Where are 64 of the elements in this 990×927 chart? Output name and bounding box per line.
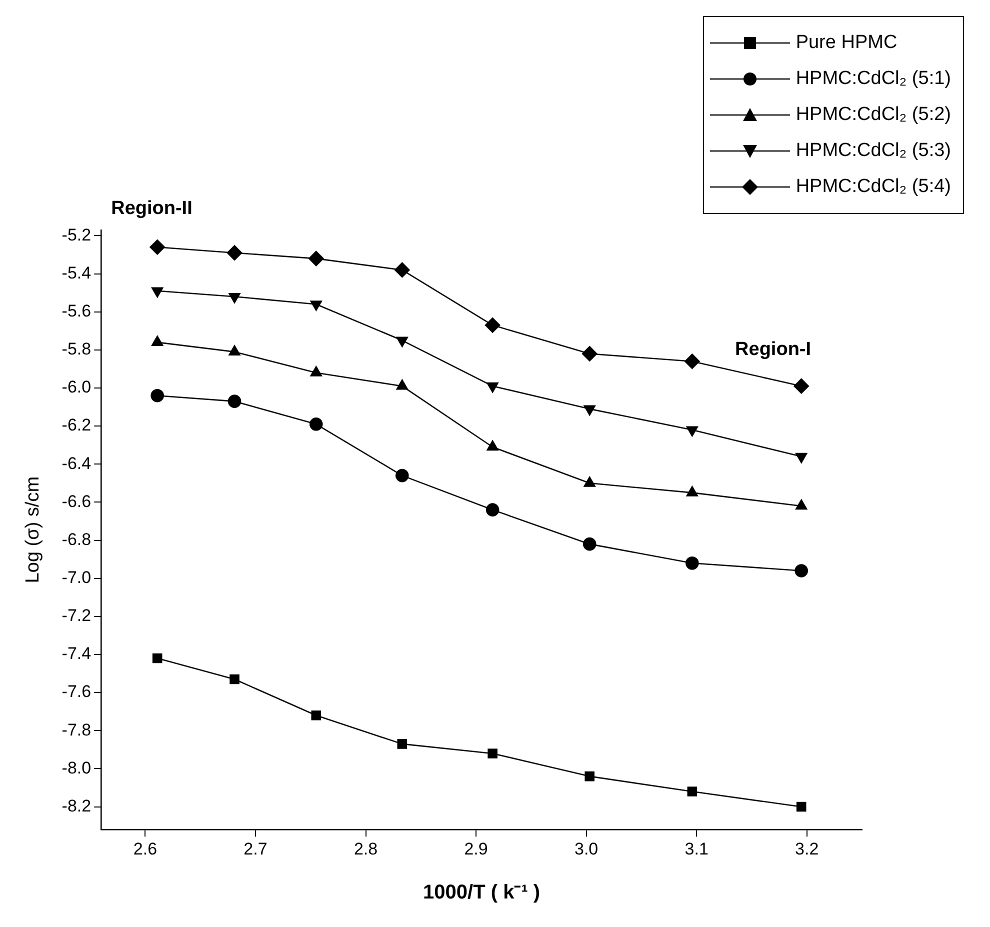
point — [310, 366, 322, 376]
y-tick-label: -5.8 — [62, 340, 92, 359]
point — [309, 418, 323, 431]
point — [397, 739, 408, 749]
y-tick-label: -7.4 — [62, 644, 92, 664]
x-tick-label: 2.7 — [244, 839, 268, 858]
legend-label: HPMC:CdCl₂ (5:3) — [796, 140, 951, 162]
point — [796, 802, 806, 812]
point — [686, 486, 698, 496]
point — [582, 537, 596, 551]
y-tick-label: -7.0 — [62, 568, 92, 588]
point — [484, 318, 500, 333]
point — [151, 336, 164, 346]
point — [796, 499, 808, 510]
point — [488, 748, 498, 758]
point — [226, 245, 242, 260]
point — [230, 674, 240, 684]
point — [396, 379, 408, 390]
y-tick-label: -6.8 — [62, 530, 92, 549]
y-tick-label: -6.4 — [62, 454, 92, 473]
point — [794, 564, 808, 578]
point — [308, 250, 324, 266]
x-axis-title: 1000/T ( k⁻¹ ) — [423, 882, 540, 904]
y-tick-label: -6.6 — [62, 492, 92, 511]
point — [584, 476, 596, 487]
y-tick-label: -7.6 — [62, 682, 92, 702]
point — [687, 786, 698, 796]
y-tick-label: -5.2 — [62, 225, 92, 244]
legend-label: HPMC:CdCl₂ (5:2) — [796, 104, 951, 126]
x-tick-label: 2.9 — [464, 839, 488, 858]
point — [686, 556, 699, 570]
y-tick-label: -8.0 — [62, 758, 92, 778]
point — [311, 710, 322, 720]
annotation: Region-I — [735, 339, 812, 360]
point — [486, 503, 500, 516]
y-axis-title: Log (σ) s/cm — [22, 476, 44, 584]
y-tick-label: -6.2 — [62, 416, 92, 435]
y-tick-label: -6.0 — [62, 378, 92, 397]
y-tick-label: -5.4 — [62, 263, 92, 282]
point — [396, 468, 409, 482]
text: Region-II — [111, 198, 192, 220]
point — [794, 378, 809, 394]
legend-label: HPMC:CdCl₂ (5:1) — [796, 68, 951, 90]
point — [486, 440, 498, 451]
point — [684, 354, 700, 369]
y-tick-label: -5.6 — [62, 302, 92, 321]
x-tick-label: 3.0 — [574, 839, 598, 858]
legend-label: HPMC:CdCl₂ (5:4) — [796, 176, 951, 198]
point — [584, 771, 595, 782]
x-tick-label: 2.6 — [133, 839, 158, 858]
x-tick-label: 2.8 — [354, 839, 378, 858]
y-tick-label: -8.2 — [62, 796, 92, 816]
x-tick-label: 3.2 — [795, 839, 819, 858]
point — [228, 394, 242, 408]
point — [152, 653, 162, 664]
point — [150, 239, 165, 255]
y-tick-label: -7.8 — [62, 720, 92, 740]
x-tick-label: 3.1 — [684, 839, 708, 858]
point — [228, 345, 240, 356]
y-tick-label: -7.2 — [62, 606, 92, 626]
point — [394, 262, 410, 278]
point — [582, 346, 598, 362]
legend-label: Pure HPMC — [796, 32, 898, 54]
point — [150, 388, 164, 402]
